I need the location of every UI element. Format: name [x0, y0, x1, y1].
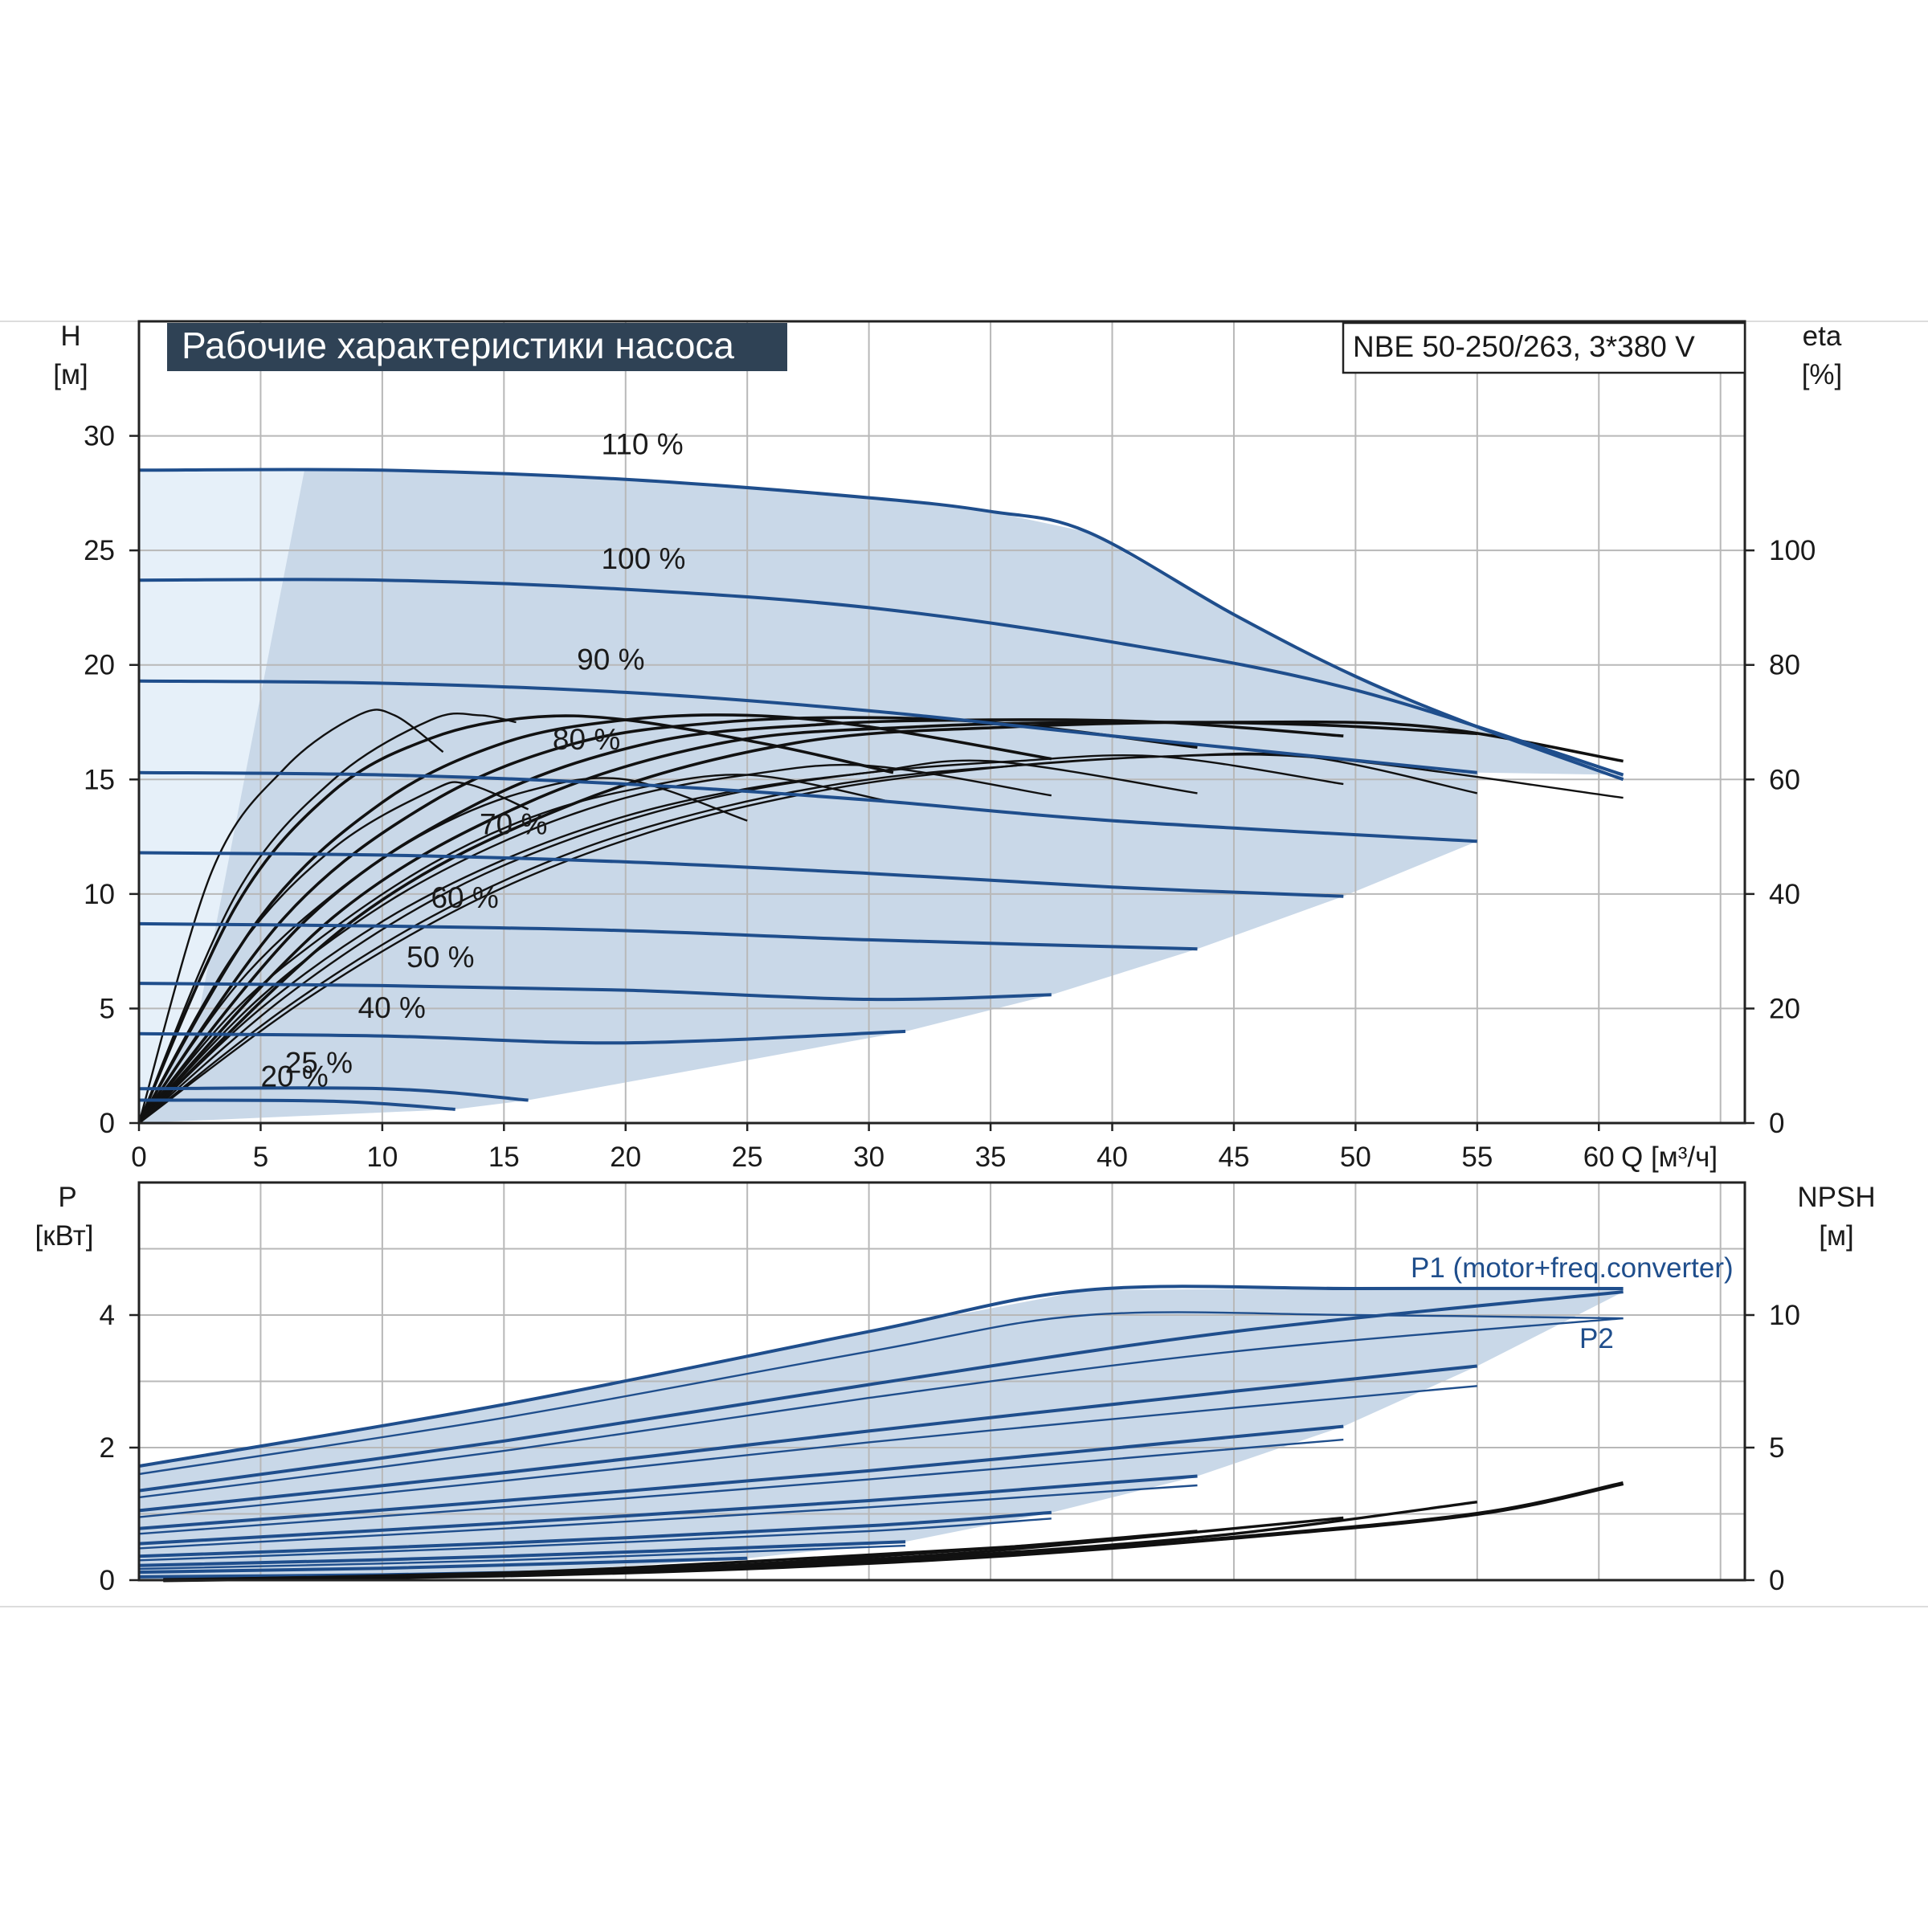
- efficiency-curve: [137, 712, 517, 1124]
- h-tick-label: 30: [84, 421, 115, 452]
- h-axis-unit: [м]: [53, 359, 88, 390]
- head-curve: [138, 1086, 529, 1102]
- p1-curve: [138, 1290, 1624, 1493]
- axis-ticks: 0 5 10 15 20 25 30 35 40 45 50 55 600510152025300204…: [84, 421, 1816, 1596]
- h-tick-label: 5: [100, 993, 115, 1024]
- p1-curve: [138, 1556, 748, 1575]
- npsh-tick-label: 10: [1769, 1300, 1800, 1331]
- eta-tick-label: 100: [1769, 535, 1816, 566]
- eta-tick-label: 40: [1769, 879, 1800, 910]
- p1-curve: [138, 1285, 1624, 1468]
- power-plot-curves: [138, 1285, 1624, 1583]
- q-tick-label: 40: [1097, 1142, 1128, 1173]
- q-tick-label: 25: [732, 1142, 763, 1173]
- low-flow-zone: [139, 470, 304, 1123]
- speed-percent-label: 90 %: [577, 643, 644, 676]
- q-axis-label: Q [м³/ч]: [1621, 1142, 1718, 1173]
- speed-percent-label: 70 %: [480, 808, 547, 841]
- chart-title: Рабочие характеристики насоса: [182, 325, 734, 366]
- eta-tick-label: 80: [1769, 650, 1800, 681]
- q-tick-label: 10: [366, 1142, 398, 1173]
- p2-curve: [138, 1385, 1477, 1518]
- q-tick-label: 0: [131, 1142, 146, 1173]
- speed-percent-label: 20 %: [260, 1060, 328, 1093]
- npsh-axis-label: NPSH: [1797, 1182, 1875, 1213]
- q-tick-label: 35: [975, 1142, 1007, 1173]
- head-curve: [138, 468, 1624, 782]
- npsh-axis-unit: [м]: [1819, 1220, 1854, 1252]
- head-curve: [138, 982, 1052, 1002]
- speed-percent-label: 25 %: [285, 1046, 353, 1079]
- speed-percent-label: 50 %: [406, 941, 474, 974]
- speed-percent-label: 60 %: [431, 881, 498, 914]
- efficiency-curve: [138, 754, 1344, 1124]
- q-tick-label: 30: [853, 1142, 884, 1173]
- efficiency-curve: [137, 714, 894, 1124]
- h-tick-label: 10: [84, 879, 115, 910]
- p1-curve: [138, 1424, 1344, 1530]
- q-tick-label: 20: [610, 1142, 641, 1173]
- operating-envelope: [139, 470, 1624, 1123]
- p1-label: P1 (motor+freq.converter): [1411, 1252, 1734, 1284]
- speed-percent-label: 80 %: [553, 723, 620, 756]
- model-box: [1342, 321, 1746, 374]
- h-tick-label: 0: [100, 1108, 115, 1139]
- p1-curve: [138, 1474, 1198, 1546]
- eta-axis-unit: [%]: [1802, 359, 1843, 390]
- p2-curve: [138, 1317, 1624, 1499]
- head-plot-background: [139, 470, 1624, 1123]
- p-axis-label: P: [58, 1182, 76, 1213]
- h-tick-label: 25: [84, 535, 115, 566]
- p2-label: P2: [1579, 1323, 1614, 1354]
- q-tick-label: 50: [1340, 1142, 1371, 1173]
- speed-labels: 110 % 100 % 90 % 80 % 70 % 60 % 50 % 40 %25 %20…: [260, 427, 685, 1093]
- speed-percent-label: 110 %: [601, 427, 683, 460]
- q-tick-label: 45: [1218, 1142, 1249, 1173]
- head-curve: [138, 679, 1477, 774]
- speed-percent-label: 100 %: [601, 542, 685, 575]
- p1-curve: [138, 1540, 906, 1567]
- h-axis-label: H: [60, 321, 80, 352]
- p1-curve: [138, 1510, 1052, 1558]
- p2-curve: [138, 1438, 1344, 1535]
- h-tick-label: 20: [84, 650, 115, 681]
- q-tick-label: 5: [253, 1142, 268, 1173]
- eta-tick-label: 60: [1769, 764, 1800, 795]
- efficiency-curve: [137, 713, 1052, 1124]
- title-box: [167, 323, 787, 371]
- p2-curve: [138, 1544, 906, 1571]
- p2-curve: [138, 1517, 1052, 1562]
- head-curve: [138, 770, 1477, 843]
- head-curve: [138, 921, 1198, 951]
- npsh-curve: [163, 1542, 1052, 1582]
- efficiency-curve: [137, 720, 1624, 1125]
- p1-curve: [138, 1364, 1478, 1513]
- q-tick-label: 55: [1461, 1142, 1493, 1173]
- head-curve: [138, 578, 1624, 777]
- head-plot-curves: [137, 468, 1624, 1125]
- p2-curve: [138, 1484, 1198, 1550]
- q-tick-label: 15: [488, 1142, 520, 1173]
- p-tick-label: 4: [100, 1300, 115, 1331]
- power-plot-frame: [137, 1181, 1746, 1582]
- npsh-tick-label: 0: [1769, 1565, 1784, 1596]
- eta-tick-label: 20: [1769, 993, 1800, 1024]
- head-curve: [138, 1098, 455, 1111]
- npsh-tick-label: 5: [1769, 1432, 1784, 1464]
- eta-tick-label: 0: [1769, 1108, 1784, 1139]
- p-tick-label: 0: [100, 1565, 115, 1596]
- head-curve: [138, 1029, 906, 1045]
- model-label: NBE 50-250/263, 3*380 V: [1353, 330, 1695, 363]
- p-tick-label: 2: [100, 1432, 115, 1464]
- head-curve: [138, 851, 1344, 898]
- speed-percent-label: 40 %: [358, 991, 426, 1024]
- h-tick-label: 15: [84, 764, 115, 795]
- head-plot-frame: [137, 320, 1746, 1125]
- p-axis-unit: [кВт]: [35, 1220, 94, 1252]
- q-tick-label: 60: [1583, 1142, 1615, 1173]
- eta-axis-label: eta: [1803, 321, 1842, 352]
